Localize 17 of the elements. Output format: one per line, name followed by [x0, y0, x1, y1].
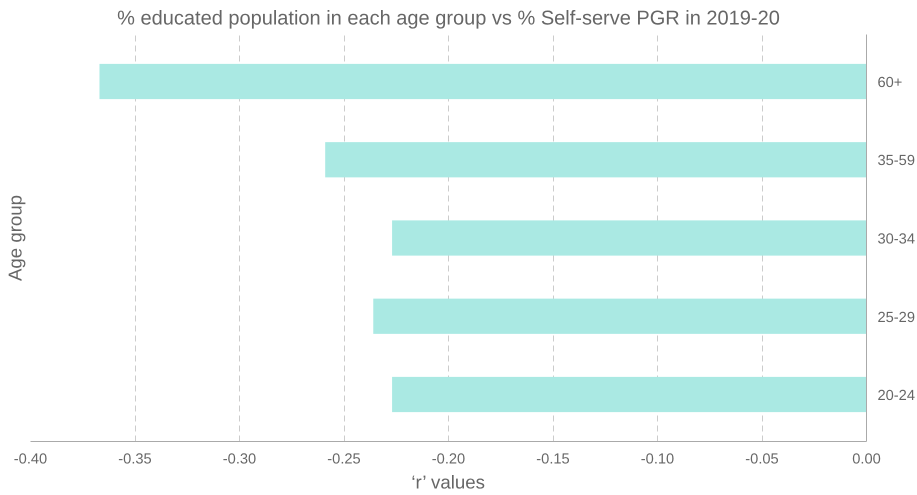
y-tick-label: 20-24: [878, 388, 915, 404]
x-tick-label: -0.20: [432, 452, 466, 468]
x-tick-label: -0.05: [745, 452, 779, 468]
x-tick-label: -0.10: [640, 452, 674, 468]
y-tick-label: 35-59: [878, 153, 915, 170]
x-tick-label: -0.15: [536, 452, 570, 468]
chart-title: % educated population in each age group vs % Self-serve PGR in 2019-20: [117, 8, 780, 30]
x-tick-label: -0.25: [327, 452, 361, 468]
x-tick-label: 0.00: [852, 452, 881, 468]
y-tick-label: 25-29: [878, 310, 915, 326]
x-axis-title: ‘r’ values: [411, 472, 485, 492]
y-tick-label: 60+: [878, 74, 902, 91]
x-tick-label: -0.40: [14, 452, 48, 468]
x-tick-label: -0.30: [222, 452, 256, 468]
y-axis-title: Age group: [4, 194, 26, 282]
y-tick-label: 30-34: [878, 232, 915, 248]
x-tick-label: -0.35: [118, 452, 152, 468]
